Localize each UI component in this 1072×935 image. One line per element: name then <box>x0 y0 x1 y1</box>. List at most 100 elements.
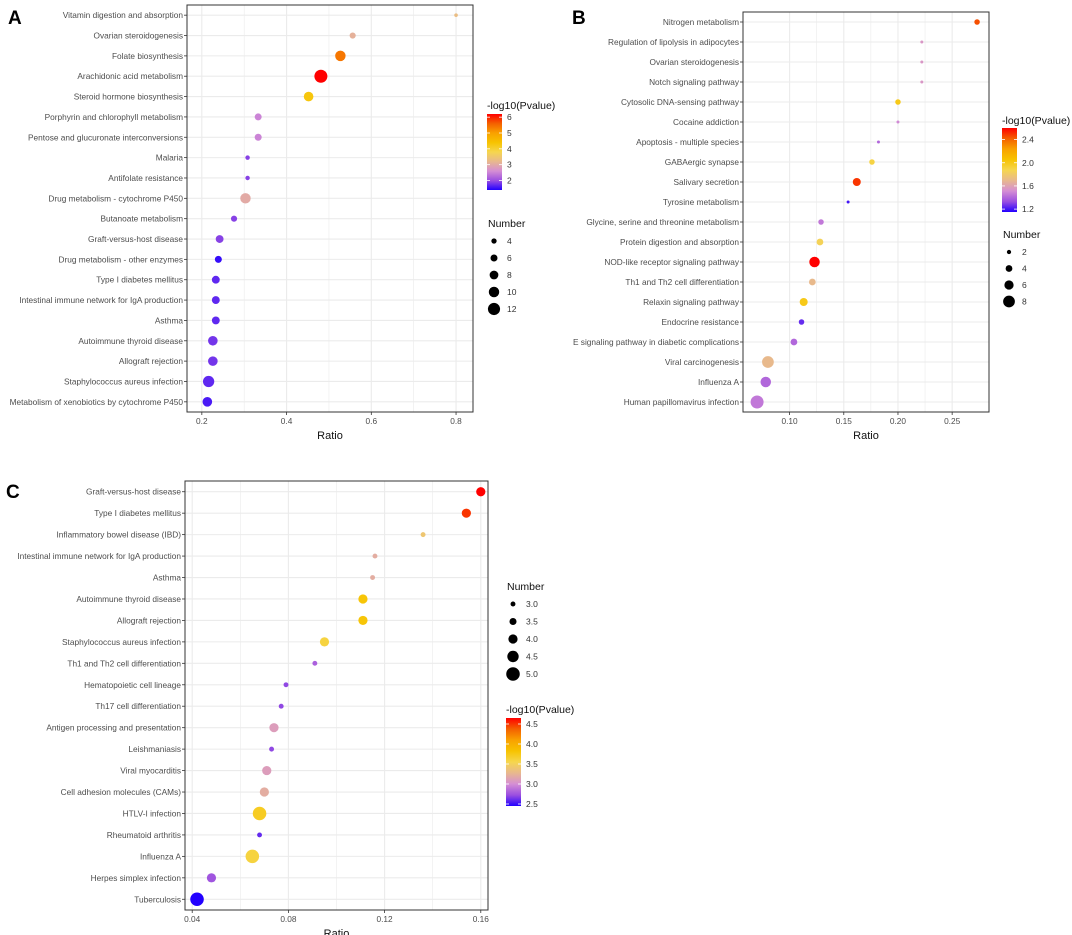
data-point <box>319 637 330 647</box>
panel-b: B Nitrogen metabolism Regulation of lipoly… <box>572 8 1070 442</box>
data-point <box>257 832 262 838</box>
size-legend-dot <box>488 286 500 298</box>
size-legend-title: Number <box>507 581 545 593</box>
data-point <box>790 338 798 346</box>
data-point <box>262 765 272 776</box>
y-tick-label: Intestinal immune network for IgA produc… <box>19 295 183 305</box>
size-legend-label: 6 <box>1022 280 1027 290</box>
y-tick-label: E signaling pathway in diabetic complica… <box>573 337 739 347</box>
x-tick-label: 0.16 <box>473 914 490 924</box>
x-tick-label: 0.2 <box>196 416 208 426</box>
data-point <box>211 296 220 305</box>
data-point <box>214 255 222 263</box>
data-point <box>818 219 824 225</box>
data-point <box>895 99 901 105</box>
panel-a: A Vitamin digestion and absorption Ovarian… <box>8 4 555 442</box>
x-tick-label: 0.25 <box>944 416 961 426</box>
y-tick-label: Endocrine resistance <box>662 317 740 327</box>
data-point <box>420 532 426 538</box>
size-legend-label: 8 <box>1022 297 1027 307</box>
panel-letter: A <box>8 8 22 29</box>
data-point <box>283 682 289 688</box>
y-tick-label: Allograft rejection <box>117 615 181 625</box>
panel-letter: C <box>6 482 20 503</box>
y-tick-label: Relaxin signaling pathway <box>643 297 740 307</box>
data-point <box>269 723 279 733</box>
data-point <box>852 178 861 186</box>
y-tick-label: Tyrosine metabolism <box>663 197 739 207</box>
y-tick-label: Tuberculosis <box>134 894 181 904</box>
data-point <box>335 50 346 62</box>
plot-frame <box>186 4 474 413</box>
color-legend-label: 4.0 <box>526 739 538 749</box>
color-legend-title: -log10(Pvalue) <box>506 704 574 716</box>
y-tick-label: Ovarian steroidogenesis <box>94 31 183 41</box>
data-point <box>208 335 218 346</box>
y-tick-label: Autoimmune thyroid disease <box>76 594 181 604</box>
data-point <box>760 376 772 388</box>
size-legend-label: 4 <box>507 236 512 246</box>
data-point <box>245 155 250 160</box>
size-legend-dot <box>490 254 498 262</box>
y-tick-label: Notch signaling pathway <box>649 77 740 87</box>
size-legend-dot <box>508 634 518 644</box>
y-tick-label: Leishmaniasis <box>128 744 181 754</box>
y-tick-label: Butanoate metabolism <box>100 214 183 224</box>
size-legend-label: 12 <box>507 304 517 314</box>
plot-frame <box>742 11 990 413</box>
y-tick-label: Influenza A <box>698 377 740 387</box>
color-legend-label: 4.5 <box>526 719 538 729</box>
data-point <box>762 356 774 368</box>
y-tick-label: Steroid hormone biosynthesis <box>74 92 183 102</box>
data-point <box>245 849 260 864</box>
data-point <box>799 298 808 306</box>
color-legend-title: -log10(Pvalue) <box>1002 115 1070 127</box>
data-point <box>254 113 262 121</box>
data-point <box>816 238 824 246</box>
y-tick-label: Arachidonic acid metabolism <box>77 71 183 81</box>
data-point <box>259 787 269 797</box>
size-legend-label: 8 <box>507 270 512 280</box>
y-tick-label: Asthma <box>155 315 184 325</box>
x-tick-label: 0.4 <box>281 416 293 426</box>
y-tick-label: Cell adhesion molecules (CAMs) <box>61 787 182 797</box>
data-point <box>869 159 875 165</box>
color-legend-label: 6 <box>507 112 512 122</box>
y-tick-label: Human papillomavirus infection <box>624 397 740 407</box>
color-legend-bar <box>487 114 502 190</box>
data-point <box>211 275 220 284</box>
data-point <box>920 40 924 44</box>
x-tick-label: 0.15 <box>836 416 853 426</box>
color-legend-label: 3.0 <box>526 779 538 789</box>
y-tick-label: Influenza A <box>140 851 182 861</box>
y-tick-label: Staphylococcus aureus infection <box>62 637 181 647</box>
y-tick-label: HTLV-I infection <box>123 808 182 818</box>
data-point <box>920 60 924 64</box>
data-point <box>974 19 980 25</box>
data-point <box>252 806 267 821</box>
y-tick-label: Glycine, serine and threonine metabolism <box>586 217 739 227</box>
y-tick-label: Type I diabetes mellitus <box>96 275 183 285</box>
panel-letter: B <box>572 8 586 29</box>
y-tick-label: Th1 and Th2 cell differentiation <box>67 658 181 668</box>
data-point <box>278 703 284 709</box>
y-tick-label: Vitamin digestion and absorption <box>63 10 184 20</box>
data-point <box>808 278 816 286</box>
y-tick-label: Antigen processing and presentation <box>46 723 181 733</box>
data-point <box>303 91 314 102</box>
y-tick-label: Folate biosynthesis <box>112 51 183 61</box>
x-tick-label: 0.6 <box>366 416 378 426</box>
y-tick-label: Malaria <box>156 153 184 163</box>
data-point <box>215 235 224 243</box>
y-tick-label: Autoimmune thyroid disease <box>78 336 183 346</box>
y-tick-label: Herpes simplex infection <box>91 873 182 883</box>
size-legend-dot <box>506 667 520 681</box>
y-tick-label: Rheumatoid arthritis <box>107 830 181 840</box>
data-point <box>370 575 376 580</box>
data-point <box>358 615 368 626</box>
size-legend-label: 3.0 <box>526 599 538 609</box>
color-legend-label: 2.0 <box>1022 158 1034 168</box>
data-point <box>349 32 356 39</box>
y-tick-label: Viral myocarditis <box>120 766 181 776</box>
data-point <box>254 133 262 141</box>
